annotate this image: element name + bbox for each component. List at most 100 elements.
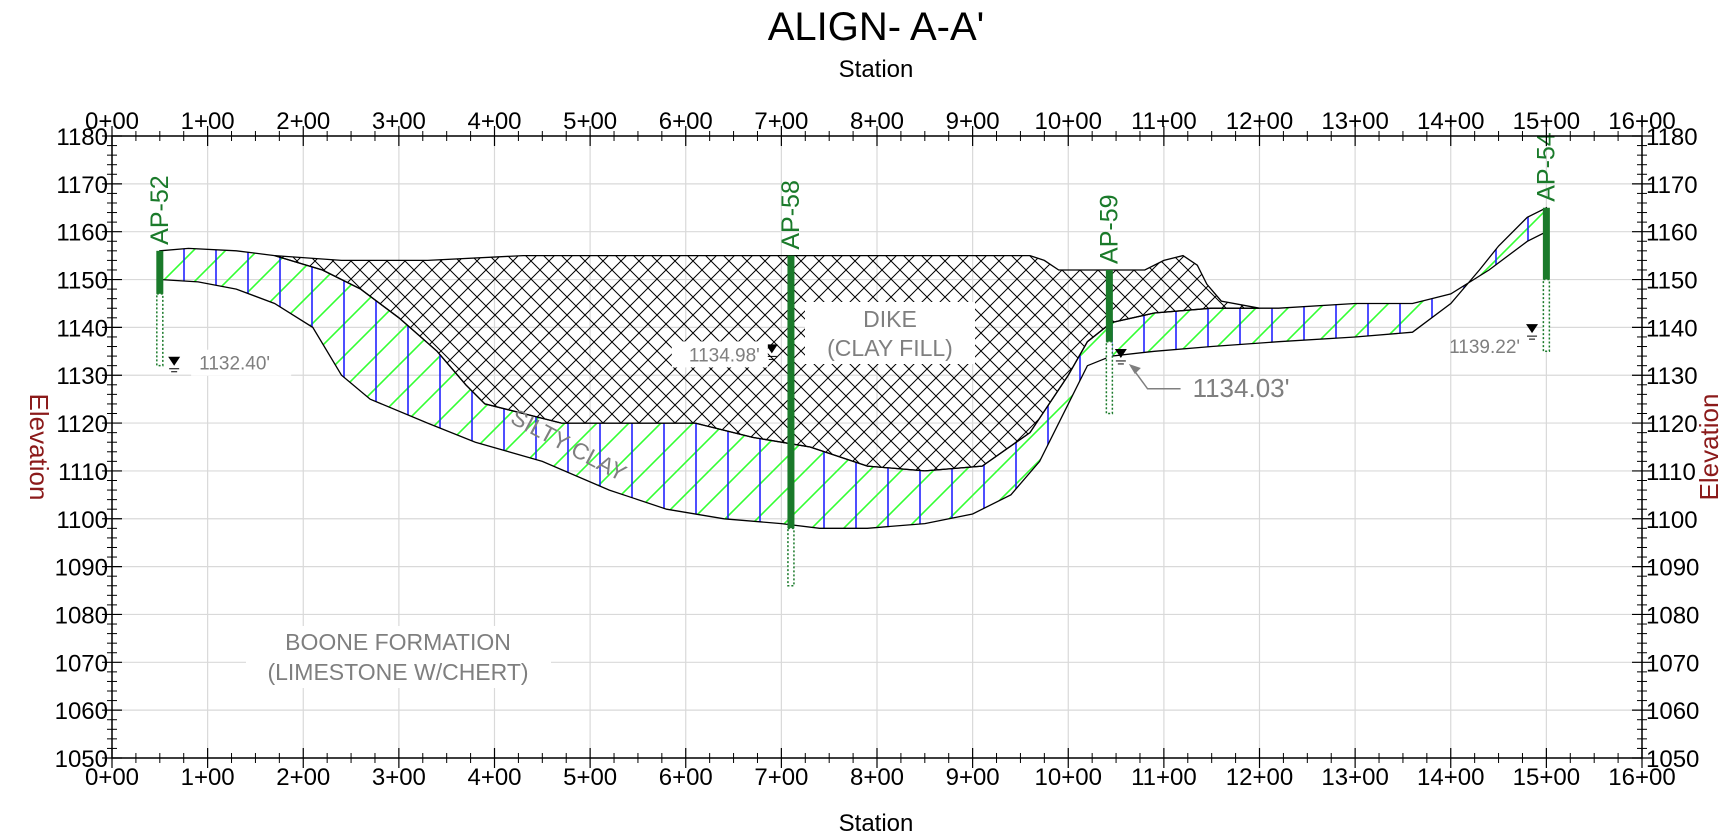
x-tick-label-bottom: 11+00: [1131, 764, 1197, 791]
x-tick-label-top: 12+00: [1226, 108, 1293, 135]
water-label-background: [671, 341, 768, 368]
x-tick-label-bottom: 1+00: [181, 764, 235, 791]
y-tick-label-right: 1140: [1646, 315, 1698, 342]
water-level-icon: [1114, 348, 1127, 358]
x-tick-label-bottom: 8+00: [850, 764, 904, 791]
y-tick-label-right: 1090: [1646, 555, 1699, 582]
y-tick-label-left: 1160: [56, 220, 108, 247]
y-tick-label-left: 1140: [56, 315, 108, 342]
y-axis-title-left: Elevation: [24, 394, 54, 501]
water-level-icon: [765, 344, 778, 354]
y-tick-label-right: 1060: [1646, 698, 1699, 725]
boring-solid: [1105, 269, 1113, 342]
y-tick-label-left: 1170: [56, 172, 108, 199]
x-tick-label-top: 11+00: [1131, 108, 1197, 135]
x-tick-label-top: 5+00: [563, 108, 617, 135]
boring-screen: [1542, 278, 1551, 353]
y-tick-label-right: 1120: [1646, 411, 1698, 438]
chart-title: ALIGN- A-A': [768, 5, 985, 49]
boring-solid: [1542, 207, 1550, 280]
y-tick-label-left: 1180: [56, 124, 108, 151]
y-tick-label-left: 1110: [58, 459, 108, 486]
x-tick-label-top: 2+00: [276, 108, 330, 135]
dike-label-background: [805, 302, 975, 364]
y-tick-label-left: 1130: [56, 363, 108, 390]
y-tick-label-right: 1080: [1646, 602, 1699, 629]
boring-screen: [1105, 340, 1114, 415]
boone-label-line1: BOONE FORMATION: [285, 629, 511, 655]
y-tick-label-left: 1120: [56, 411, 108, 438]
x-tick-label-top: 6+00: [659, 108, 713, 135]
x-tick-label-top: 3+00: [372, 108, 426, 135]
x-tick-label-bottom: 14+00: [1417, 764, 1484, 791]
x-tick-label-top: 10+00: [1035, 108, 1102, 135]
y-tick-label-left: 1100: [56, 507, 108, 534]
x-tick-label-bottom: 0+00: [85, 764, 139, 791]
y-axis-title-right: Elevation: [1694, 394, 1724, 501]
water-level-leader-arrow: [1128, 363, 1141, 374]
water-level-label: 1132.40': [199, 354, 270, 375]
x-tick-label-bottom: 9+00: [946, 764, 1000, 791]
x-tick-label-top: 13+00: [1321, 108, 1388, 135]
x-tick-label-bottom: 4+00: [467, 764, 521, 791]
boone-label-background: [246, 626, 551, 688]
water-level-icon: [168, 356, 181, 366]
dike-label-line2: (CLAY FILL): [827, 335, 953, 361]
x-tick-label-bottom: 2+00: [276, 764, 330, 791]
x-tick-label-bottom: 12+00: [1226, 764, 1293, 791]
water-level-label: 1134.98': [689, 345, 760, 366]
x-tick-label-bottom: 13+00: [1321, 764, 1388, 791]
y-tick-label-left: 1050: [55, 746, 108, 773]
x-tick-label-bottom: 16+00: [1608, 764, 1675, 791]
water-levels-group: 1132.40' 1134.98' 1134.03' 1139.22': [168, 324, 1539, 403]
x-axis-title-bottom: Station: [839, 810, 914, 835]
water-level-label: 1134.03': [1193, 373, 1290, 403]
boring-screen: [787, 527, 795, 587]
axis-ticks: [102, 126, 1652, 768]
water-label-background: [191, 349, 292, 376]
y-tick-label-right: 1170: [1646, 172, 1698, 199]
x-tick-label-top: 14+00: [1417, 108, 1484, 135]
y-tick-label-left: 1090: [55, 555, 108, 582]
x-tick-label-bottom: 5+00: [563, 764, 617, 791]
boone-label-line2: (LIMESTONE W/CHERT): [267, 659, 528, 685]
x-axis-title-top: Station: [839, 56, 914, 83]
x-tick-label-top: 7+00: [754, 108, 808, 135]
y-tick-label-right: 1150: [1646, 268, 1698, 295]
y-tick-label-left: 1150: [56, 268, 108, 295]
dike-label-line1: DIKE: [863, 306, 917, 332]
y-tick-label-left: 1070: [55, 650, 108, 677]
y-tick-label-right: 1070: [1646, 650, 1699, 677]
y-tick-label-right: 1050: [1646, 746, 1699, 773]
x-tick-label-top: 4+00: [467, 108, 521, 135]
y-tick-label-left: 1080: [55, 602, 108, 629]
x-tick-label-bottom: 6+00: [659, 764, 713, 791]
boring-solid: [156, 250, 164, 294]
x-tick-label-top: 15+00: [1513, 108, 1580, 135]
axis-tick-labels: 0+00 0+00 1+00 1+00 2+00 2+00 3+00 3+00 4+00 4+00…: [55, 108, 1700, 791]
x-tick-label-top: 8+00: [850, 108, 904, 135]
x-tick-label-top: 1+00: [181, 108, 235, 135]
x-tick-label-bottom: 7+00: [754, 764, 808, 791]
y-tick-label-right: 1130: [1646, 363, 1698, 390]
boring-label: AP-52: [146, 175, 174, 244]
x-tick-label-top: 16+00: [1608, 108, 1675, 135]
y-tick-label-right: 1180: [1646, 124, 1698, 151]
x-tick-label-bottom: 3+00: [372, 764, 426, 791]
x-tick-label-bottom: 10+00: [1035, 764, 1102, 791]
y-tick-label-right: 1100: [1646, 507, 1698, 534]
boring-label: AP-58: [777, 180, 805, 249]
y-tick-label-right: 1160: [1646, 220, 1698, 247]
y-tick-label-left: 1060: [55, 698, 108, 725]
y-tick-label-right: 1110: [1646, 459, 1696, 486]
x-tick-label-top: 9+00: [946, 108, 1000, 135]
water-level-icon: [1526, 324, 1539, 334]
water-level-leader: [1130, 365, 1181, 390]
water-level-label: 1139.22': [1449, 337, 1520, 358]
silty-clay-layer-east: [1110, 206, 1548, 357]
boring-solid: [787, 255, 795, 529]
x-tick-label-bottom: 15+00: [1513, 764, 1580, 791]
boring-screen: [156, 293, 164, 367]
